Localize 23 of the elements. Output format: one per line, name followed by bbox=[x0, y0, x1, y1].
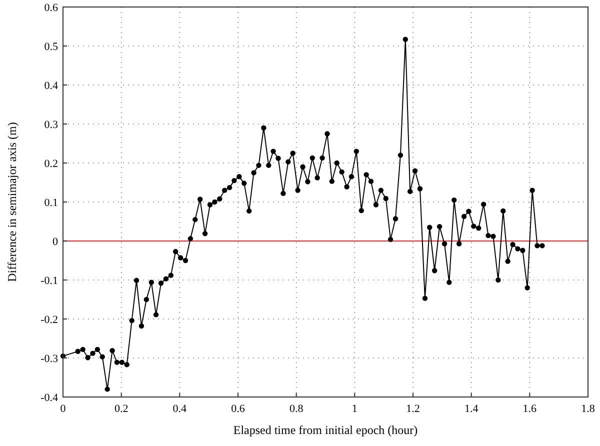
x-axis-title: Elapsed time from initial epoch (hour) bbox=[233, 423, 418, 437]
y-tick-label: -0.1 bbox=[40, 274, 58, 287]
y-tick-label: 0.1 bbox=[44, 196, 58, 209]
x-tick-label: 1 bbox=[352, 403, 358, 415]
y-tick-label: 0.6 bbox=[44, 2, 58, 14]
y-tick-label: -0.2 bbox=[40, 314, 58, 326]
x-tick-label: 0.6 bbox=[231, 403, 246, 415]
x-tick-label: 1.4 bbox=[464, 403, 479, 415]
y-axis-title: Difference in semimajor axis (m) bbox=[5, 122, 19, 282]
y-tick-label: 0.5 bbox=[44, 40, 58, 53]
x-tick-label: 0.2 bbox=[114, 403, 128, 415]
y-tick-label: 0.2 bbox=[44, 158, 58, 170]
y-tick-label: 0.4 bbox=[44, 80, 58, 92]
y-tick-label: 0.3 bbox=[44, 118, 58, 131]
y-tick-label: -0.3 bbox=[40, 352, 58, 365]
x-tick-label: 0.4 bbox=[172, 403, 188, 415]
x-tick-label: 1.6 bbox=[522, 403, 538, 415]
y-tick-label: -0.4 bbox=[40, 392, 58, 404]
x-tick-label: 0.8 bbox=[289, 403, 304, 415]
x-tick-label: 1.2 bbox=[406, 403, 420, 415]
x-tick-label: 0 bbox=[60, 403, 66, 415]
y-tick-label: 0 bbox=[52, 236, 58, 248]
x-tick-label: 1.8 bbox=[581, 403, 596, 415]
